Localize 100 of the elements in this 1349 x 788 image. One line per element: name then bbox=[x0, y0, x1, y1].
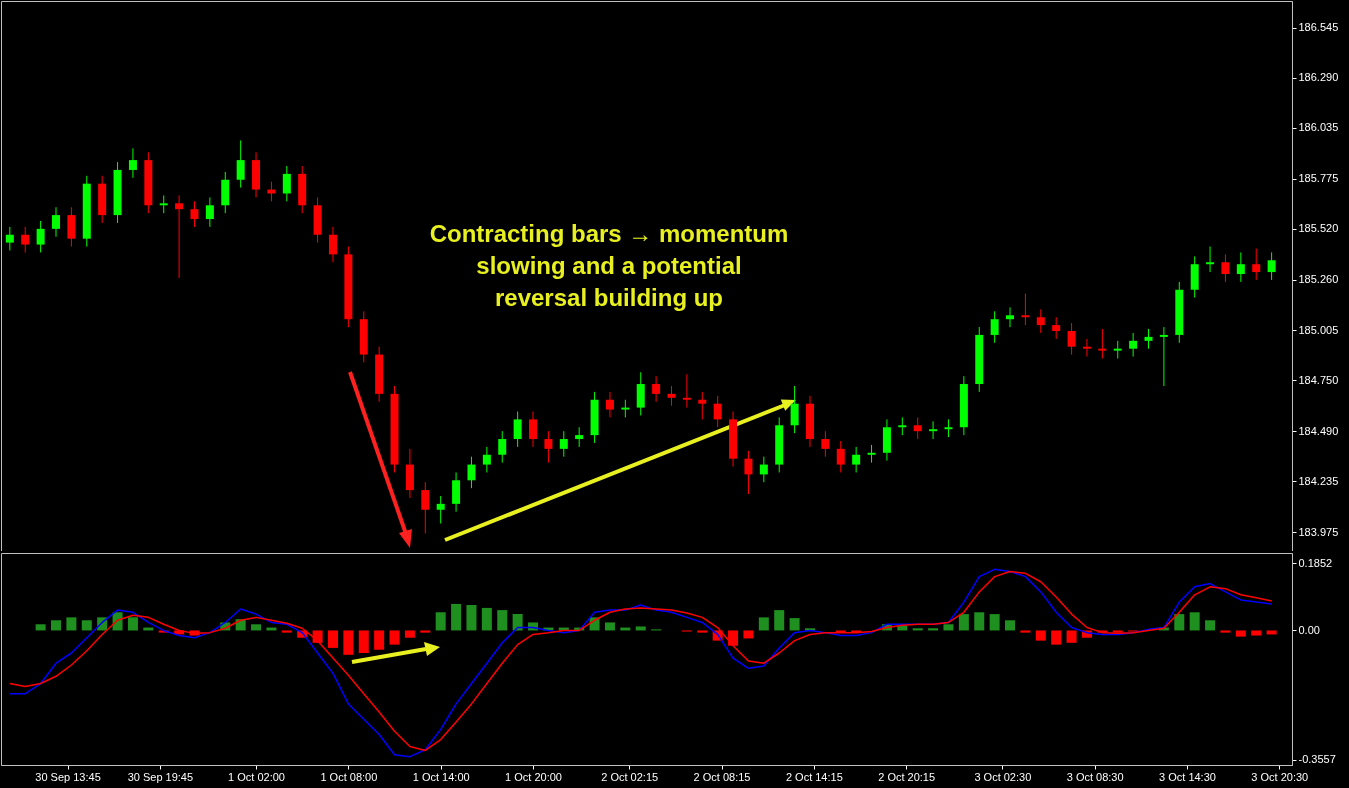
candlestick bbox=[544, 430, 553, 464]
x-tick-label: 1 Oct 20:00 bbox=[505, 770, 562, 783]
x-tick-label: 3 Oct 08:30 bbox=[1066, 770, 1124, 783]
y-tick-label: 184.750 bbox=[1298, 373, 1339, 386]
bar bbox=[635, 626, 646, 631]
candlestick bbox=[21, 226, 30, 253]
candlestick bbox=[1082, 338, 1091, 358]
candlestick bbox=[559, 430, 568, 458]
bar bbox=[81, 620, 92, 631]
bar bbox=[728, 630, 739, 646]
bar bbox=[451, 603, 462, 631]
bar bbox=[466, 605, 477, 631]
candlestick bbox=[1221, 253, 1230, 283]
candlestick bbox=[759, 456, 768, 483]
candlestick bbox=[498, 430, 507, 464]
bar bbox=[281, 630, 292, 633]
candlestick bbox=[990, 310, 999, 344]
bar bbox=[912, 628, 923, 631]
candlestick bbox=[36, 220, 45, 253]
candlestick bbox=[467, 456, 476, 489]
candlestick bbox=[913, 416, 922, 440]
bar bbox=[604, 622, 615, 631]
bar bbox=[1189, 612, 1200, 631]
candlestick bbox=[605, 391, 614, 418]
candlestick bbox=[128, 147, 137, 179]
candlestick bbox=[52, 206, 61, 238]
bar bbox=[66, 617, 77, 631]
candlestick bbox=[452, 471, 461, 513]
candlestick bbox=[1236, 251, 1245, 283]
candlestick bbox=[513, 411, 522, 448]
bar bbox=[743, 630, 754, 639]
candlestick bbox=[836, 440, 845, 473]
x-tick-label: 3 Oct 20:30 bbox=[1251, 770, 1309, 783]
candlestick bbox=[1267, 251, 1276, 281]
candlestick bbox=[636, 371, 645, 416]
bar bbox=[358, 630, 369, 653]
x-tick-label: 2 Oct 02:15 bbox=[601, 770, 659, 783]
bar bbox=[1112, 630, 1123, 633]
candlestick bbox=[1252, 248, 1261, 281]
bar bbox=[1066, 630, 1077, 643]
y-tick-label: 0.00 bbox=[1298, 623, 1320, 636]
bar bbox=[327, 630, 338, 648]
y-tick-label: 0.1852 bbox=[1298, 556, 1333, 569]
y-tick-label: 186.290 bbox=[1298, 71, 1339, 84]
bar bbox=[374, 630, 385, 650]
y-tick-label: 184.235 bbox=[1298, 474, 1339, 487]
y-tick-label: 183.975 bbox=[1298, 525, 1339, 538]
bar bbox=[1266, 630, 1277, 635]
x-tick-label: 30 Sep 13:45 bbox=[35, 770, 101, 783]
candlestick bbox=[5, 226, 14, 251]
candlestick bbox=[236, 139, 245, 189]
candlestick bbox=[205, 196, 214, 228]
x-tick-label: 1 Oct 14:00 bbox=[412, 770, 470, 783]
candlestick bbox=[1144, 328, 1153, 350]
candlestick bbox=[1206, 246, 1215, 273]
bar bbox=[1051, 630, 1062, 645]
candlestick bbox=[713, 395, 722, 428]
bar bbox=[1174, 614, 1185, 631]
x-tick-label: 2 Oct 08:15 bbox=[693, 770, 751, 783]
x-tick-label: 3 Oct 14:30 bbox=[1159, 770, 1216, 783]
candlestick bbox=[682, 373, 691, 409]
bar bbox=[312, 630, 323, 643]
y-tick-label: 186.545 bbox=[1298, 21, 1339, 34]
y-tick-label: 185.260 bbox=[1298, 273, 1339, 286]
candlestick bbox=[1129, 332, 1138, 358]
bar bbox=[1020, 630, 1031, 633]
y-tick-label: 185.005 bbox=[1298, 323, 1339, 336]
candlestick bbox=[436, 495, 445, 524]
candlestick bbox=[67, 206, 76, 248]
bar bbox=[928, 628, 939, 631]
bar bbox=[343, 630, 354, 655]
bar bbox=[1251, 630, 1262, 636]
candlestick bbox=[652, 375, 661, 403]
y-tick-label: -0.3557 bbox=[1298, 753, 1336, 766]
bar bbox=[851, 630, 862, 633]
bar bbox=[989, 614, 1000, 631]
bar bbox=[435, 612, 446, 631]
bar bbox=[789, 618, 800, 631]
x-tick-label: 2 Oct 14:15 bbox=[785, 770, 843, 783]
bar bbox=[497, 610, 508, 631]
x-tick-label: 1 Oct 02:00 bbox=[228, 770, 285, 783]
x-tick-label: 2 Oct 20:15 bbox=[878, 770, 936, 783]
candlestick bbox=[421, 481, 430, 534]
bar bbox=[1235, 630, 1246, 637]
candlestick bbox=[1159, 326, 1168, 387]
y-tick-label: 186.035 bbox=[1298, 121, 1339, 134]
candlestick bbox=[1036, 308, 1045, 334]
bar bbox=[758, 617, 769, 631]
bar bbox=[251, 624, 262, 631]
bar bbox=[127, 617, 138, 631]
bar bbox=[420, 630, 431, 633]
candlestick bbox=[698, 391, 707, 420]
bar bbox=[35, 624, 46, 631]
bar bbox=[481, 607, 492, 631]
bar bbox=[1005, 620, 1016, 631]
candlestick bbox=[744, 450, 753, 495]
candlestick bbox=[175, 194, 184, 279]
candlestick bbox=[190, 200, 199, 228]
candlestick bbox=[575, 426, 584, 448]
y-tick-label: 185.775 bbox=[1298, 172, 1339, 185]
